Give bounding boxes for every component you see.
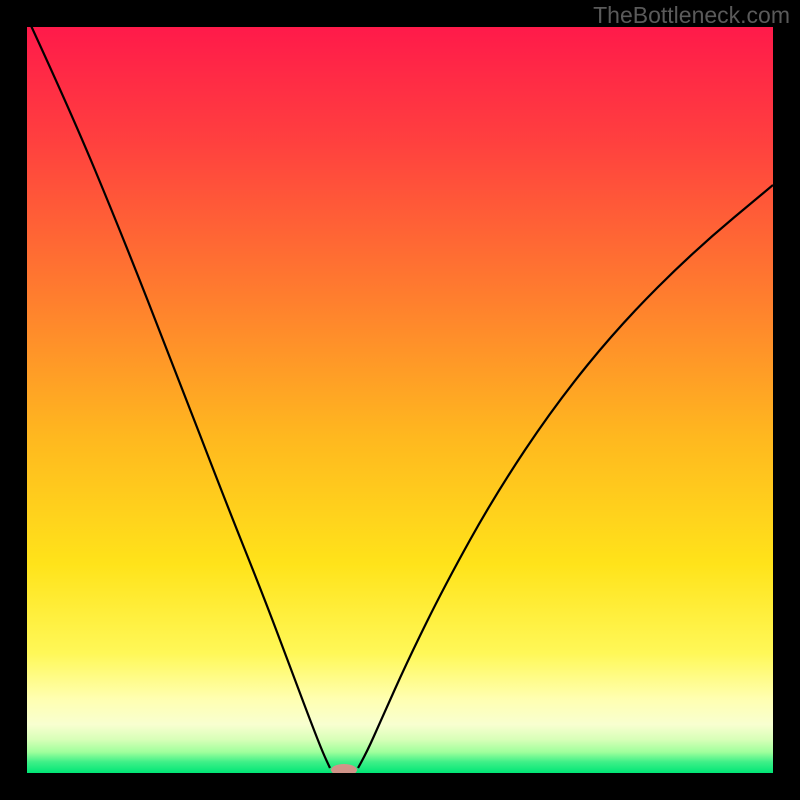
- bottleneck-chart: [0, 0, 800, 800]
- plot-gradient: [27, 27, 773, 773]
- watermark-text: TheBottleneck.com: [593, 2, 790, 29]
- chart-stage: TheBottleneck.com: [0, 0, 800, 800]
